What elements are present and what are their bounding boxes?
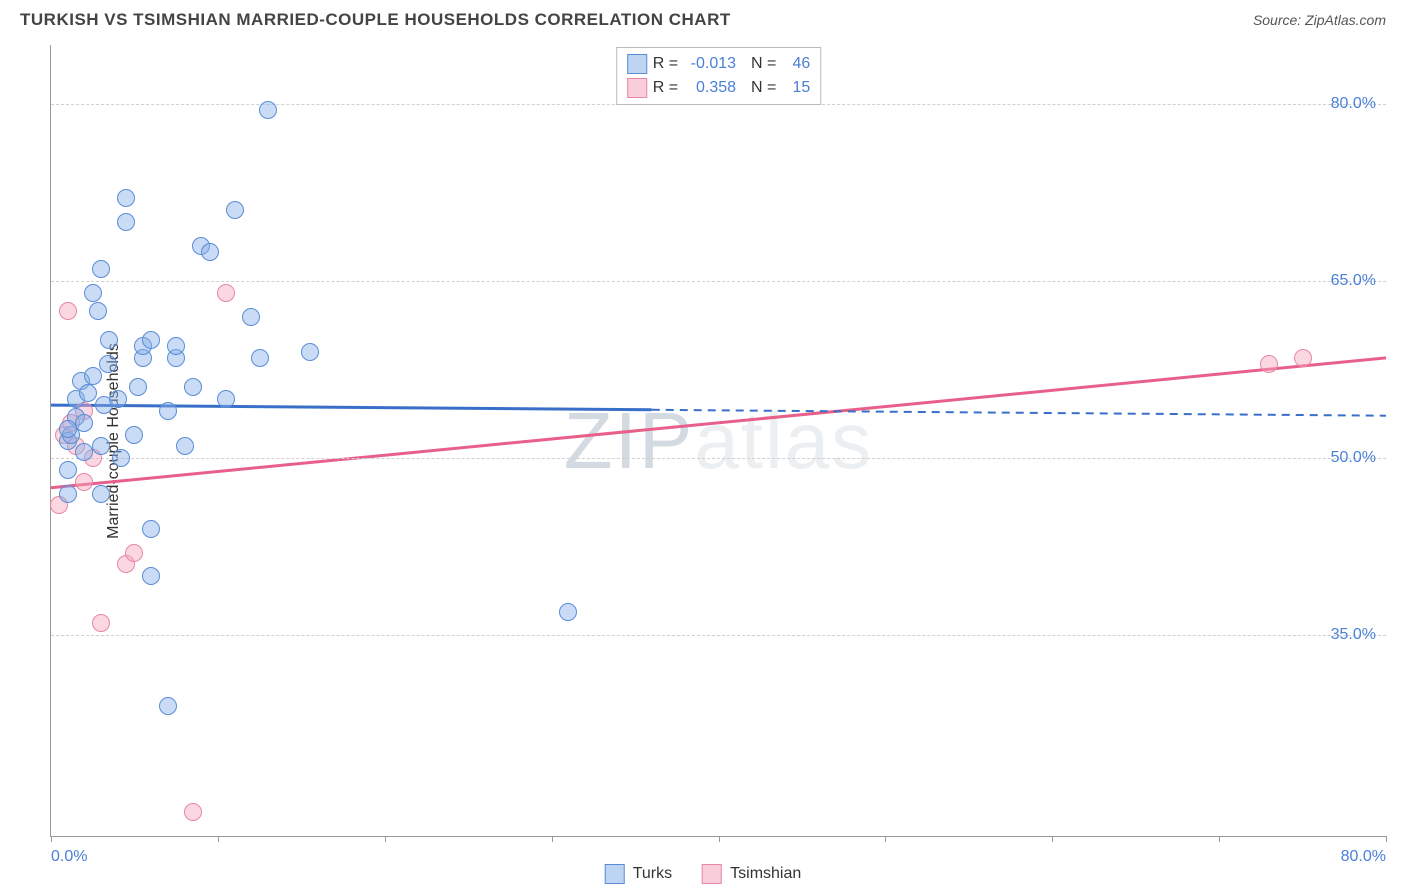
x-tick	[218, 836, 219, 842]
data-point	[559, 603, 577, 621]
x-tick	[719, 836, 720, 842]
data-point	[159, 402, 177, 420]
data-point	[184, 803, 202, 821]
series-legend: Turks Tsimshian	[605, 864, 802, 884]
swatch-blue	[605, 864, 625, 884]
data-point	[184, 378, 202, 396]
data-point	[129, 378, 147, 396]
data-point	[117, 213, 135, 231]
data-point	[301, 343, 319, 361]
trend-lines	[51, 45, 1386, 836]
legend-row-tsimshian: R = 0.358 N = 15	[627, 76, 811, 100]
gridline	[51, 281, 1386, 282]
gridline	[51, 458, 1386, 459]
data-point	[59, 461, 77, 479]
data-point	[1260, 355, 1278, 373]
x-tick	[552, 836, 553, 842]
data-point	[159, 697, 177, 715]
data-point	[112, 449, 130, 467]
data-point	[242, 308, 260, 326]
x-axis-max-label: 80.0%	[1341, 848, 1386, 866]
chart-title: TURKISH VS TSIMSHIAN MARRIED-COUPLE HOUS…	[20, 10, 731, 30]
x-tick	[885, 836, 886, 842]
legend-item-turks: Turks	[605, 864, 672, 884]
data-point	[167, 337, 185, 355]
data-point	[125, 426, 143, 444]
data-point	[92, 485, 110, 503]
data-point	[109, 390, 127, 408]
data-point	[84, 367, 102, 385]
data-point	[217, 284, 235, 302]
swatch-blue	[627, 54, 647, 74]
data-point	[75, 414, 93, 432]
data-point	[92, 260, 110, 278]
data-point	[59, 485, 77, 503]
x-tick	[51, 836, 52, 842]
data-point	[142, 520, 160, 538]
swatch-pink	[702, 864, 722, 884]
correlation-legend: R = -0.013 N = 46 R = 0.358 N = 15	[616, 47, 822, 105]
data-point	[259, 101, 277, 119]
n-value-tsimshian: 15	[782, 79, 810, 97]
data-point	[59, 420, 77, 438]
data-point	[201, 243, 219, 261]
data-point	[75, 443, 93, 461]
data-point	[92, 614, 110, 632]
data-point	[84, 284, 102, 302]
data-point	[100, 331, 118, 349]
data-point	[79, 384, 97, 402]
y-tick-label: 35.0%	[1331, 626, 1376, 644]
data-point	[142, 331, 160, 349]
swatch-pink	[627, 78, 647, 98]
x-tick	[385, 836, 386, 842]
legend-item-tsimshian: Tsimshian	[702, 864, 801, 884]
y-tick-label: 65.0%	[1331, 272, 1376, 290]
gridline	[51, 635, 1386, 636]
legend-row-turks: R = -0.013 N = 46	[627, 52, 811, 76]
data-point	[75, 473, 93, 491]
x-tick	[1219, 836, 1220, 842]
watermark: ZIPatlas	[564, 395, 873, 487]
chart-area: Married-couple Households ZIPatlas 35.0%…	[50, 45, 1386, 837]
r-value-turks: -0.013	[684, 55, 736, 73]
data-point	[99, 355, 117, 373]
data-point	[251, 349, 269, 367]
data-point	[217, 390, 235, 408]
x-tick	[1052, 836, 1053, 842]
data-point	[176, 437, 194, 455]
x-tick	[1386, 836, 1387, 842]
data-point	[1294, 349, 1312, 367]
plot-area: ZIPatlas 35.0% 50.0% 65.0% 80.0%	[51, 45, 1386, 836]
data-point	[142, 567, 160, 585]
data-point	[125, 544, 143, 562]
n-value-turks: 46	[782, 55, 810, 73]
y-tick-label: 50.0%	[1331, 449, 1376, 467]
data-point	[59, 302, 77, 320]
data-point	[117, 189, 135, 207]
data-point	[226, 201, 244, 219]
data-point	[89, 302, 107, 320]
y-tick-label: 80.0%	[1331, 95, 1376, 113]
source-attribution: Source: ZipAtlas.com	[1253, 12, 1386, 28]
r-value-tsimshian: 0.358	[684, 79, 736, 97]
data-point	[92, 437, 110, 455]
x-axis-min-label: 0.0%	[51, 848, 87, 866]
